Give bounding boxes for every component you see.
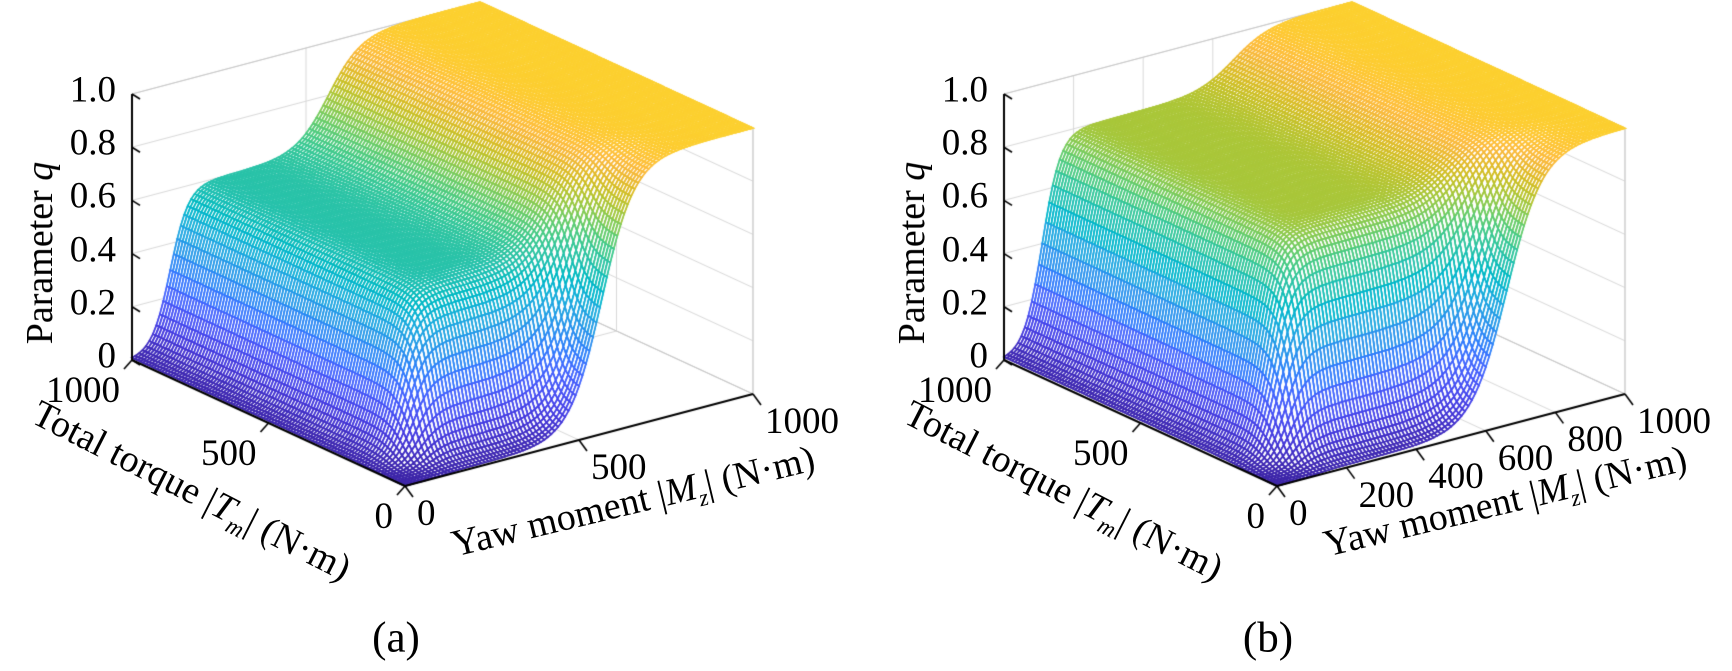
z-tick-label: 0 <box>97 335 117 377</box>
z-tick-label: 0.2 <box>941 282 988 324</box>
y-tick-label: 500 <box>201 433 257 474</box>
z-tick-label: 0 <box>969 335 989 377</box>
z-tick-label: 1.0 <box>941 69 988 111</box>
x-tick-label: 0 <box>1289 493 1308 534</box>
z-tick-label: 0.8 <box>941 122 988 164</box>
z-tick-label: 0.4 <box>69 229 116 271</box>
z-tick-label: 0.4 <box>941 229 988 271</box>
z-tick-label: 0.6 <box>69 175 116 217</box>
x-tick-label: 1000 <box>1637 401 1711 442</box>
caption-b: (b) <box>1242 614 1294 662</box>
y-tick-label: 0 <box>1246 496 1266 537</box>
z-tick-label: 0.2 <box>69 282 116 324</box>
x-tick-label: 600 <box>1497 437 1554 479</box>
z-tick-label: 0.8 <box>69 122 116 164</box>
x-tick-label: 400 <box>1428 456 1484 498</box>
x-tick-label: 200 <box>1358 474 1415 516</box>
x-tick-label: 800 <box>1567 419 1623 461</box>
x-tick-label: 1000 <box>765 401 839 442</box>
y-tick-label: 0 <box>374 496 394 537</box>
y-tick-label: 1000 <box>46 370 120 411</box>
z-axis-label-b: Parameter q <box>891 161 933 345</box>
y-tick-label: 500 <box>1073 433 1129 474</box>
x-tick-label: 0 <box>417 493 436 534</box>
y-tick-label: 1000 <box>918 370 992 411</box>
z-axis-label-a: Parameter q <box>19 161 61 345</box>
z-tick-label: 1.0 <box>69 69 116 111</box>
x-tick-label: 500 <box>591 447 647 488</box>
z-tick-label: 0.6 <box>941 175 988 217</box>
caption-a: (a) <box>372 614 420 662</box>
